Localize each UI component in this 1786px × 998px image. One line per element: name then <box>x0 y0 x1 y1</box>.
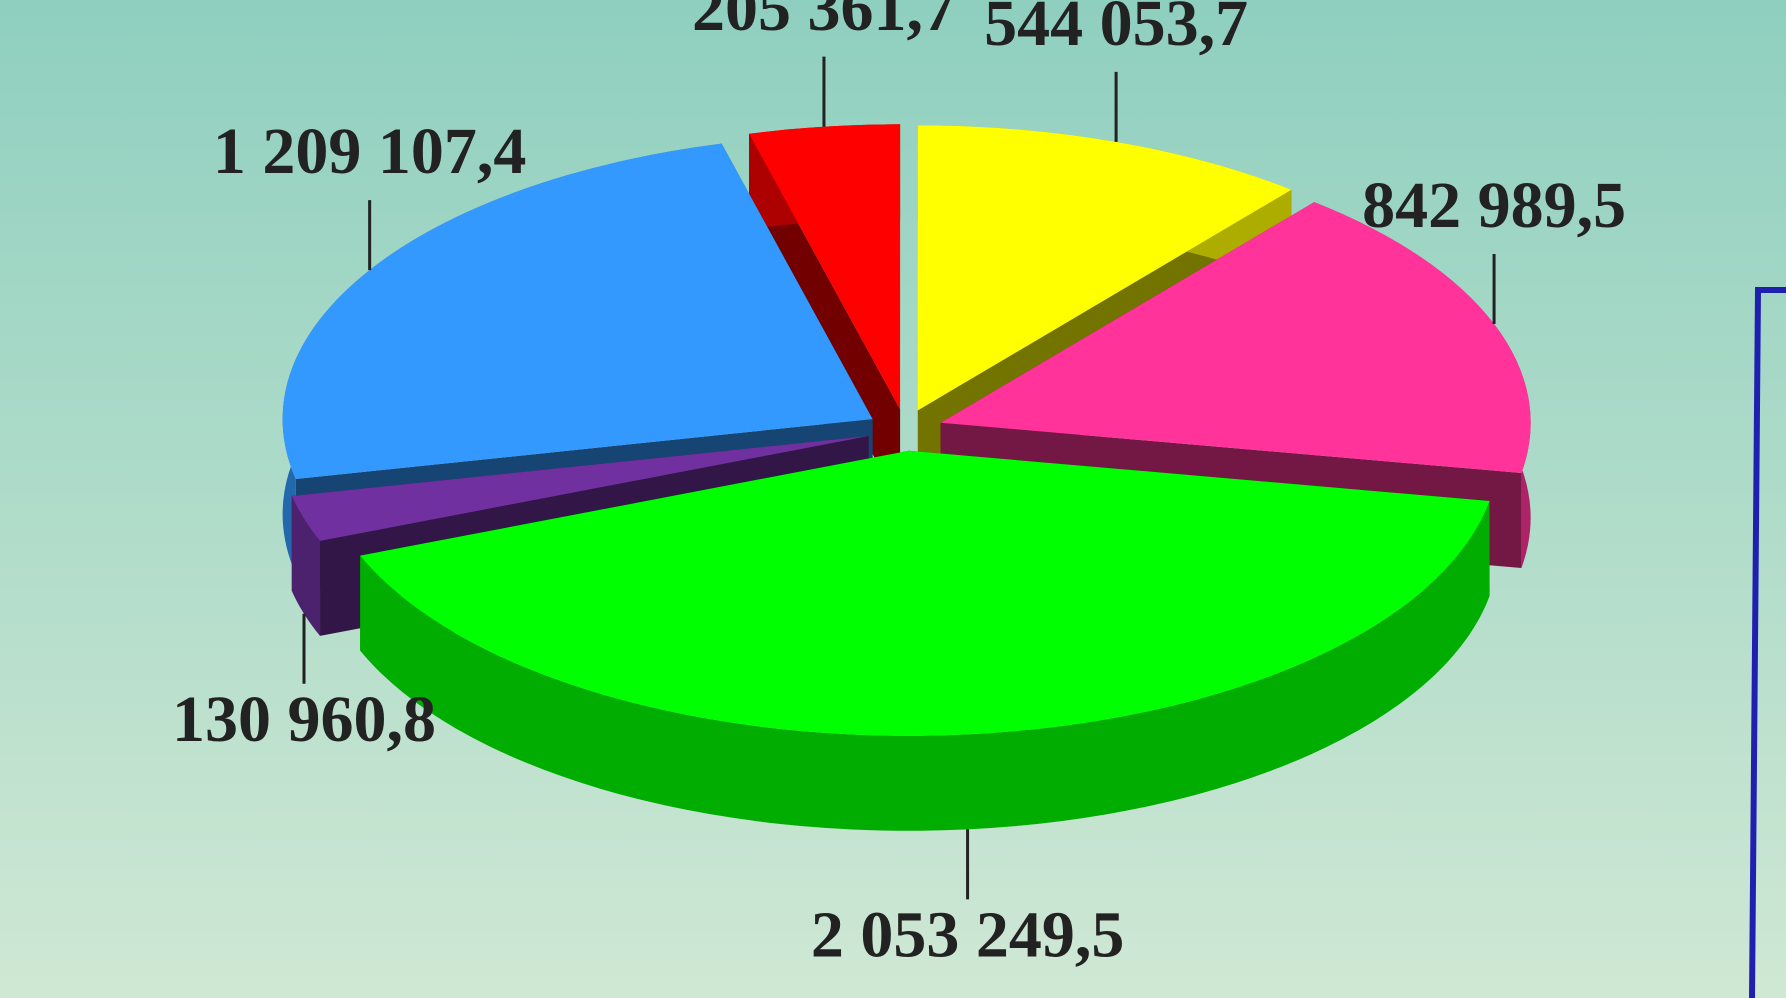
slice-top <box>291 436 869 541</box>
slice-top <box>940 202 1531 473</box>
data-label: 2 053 249,5 <box>811 899 1125 972</box>
data-label: 1 209 107,4 <box>213 115 527 188</box>
data-label: 842 989,5 <box>1362 169 1626 242</box>
frame <box>1749 287 1786 998</box>
slice-side <box>291 495 321 636</box>
slice-top <box>917 125 1292 411</box>
data-label: 130 960,8 <box>172 683 436 756</box>
slice-top <box>749 124 901 410</box>
slice <box>360 450 1490 831</box>
slice-top <box>282 143 873 479</box>
slice-top <box>360 450 1490 736</box>
pie <box>282 124 1531 831</box>
data-label: 544 053,7 <box>984 0 1248 60</box>
data-label: 205 361,7 <box>692 0 956 45</box>
labels: 544 053,7 842 989,5 2 053 249,5 130 960,8 1 … <box>172 0 1626 972</box>
slice-side <box>360 501 1490 831</box>
